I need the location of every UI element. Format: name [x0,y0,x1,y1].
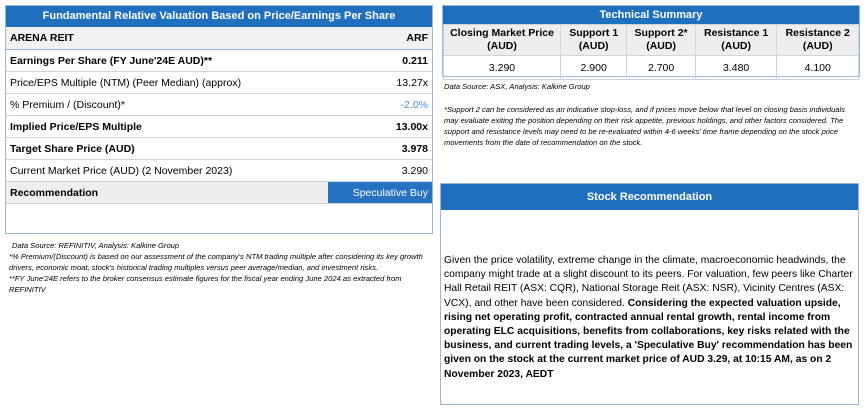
technical-panel: Technical Summary Closing Market Price (… [442,5,860,80]
note: **FY June'24E refers to the broker conse… [9,274,402,294]
cell: 2.900 [559,55,628,80]
row-value: 13.00x [328,115,432,138]
row-label: Implied Price/EPS Multiple [6,115,328,138]
row-label: Price/EPS Multiple (NTM) (Peer Median) (… [6,71,328,94]
row-label: Current Market Price (AUD) (2 November 2… [6,159,328,182]
row-label: % Premium / (Discount)* [6,93,328,116]
row-value: -2.0% [328,93,432,116]
row-value: 3.978 [328,137,432,160]
technical-source: Data Source: ASX, Analysis: Kalkine Grou… [444,82,590,91]
row-label: Recommendation [6,181,328,204]
valuation-notes: Data Source: REFINITIV, Analysis: Kalkin… [9,240,429,295]
technical-title: Technical Summary [443,6,859,24]
recommendation-text: Given the price volatility, extreme chan… [444,254,856,382]
cell: 3.290 [443,55,561,80]
column-header: Support 1 (AUD) [559,24,628,56]
cell: 4.100 [776,55,859,80]
recommendation-badge: Speculative Buy [328,181,432,204]
note: Data Source: REFINITIV, Analysis: Kalkin… [12,241,180,250]
valuation-table: ARENA REIT ARF Earnings Per Share (FY Jun… [6,27,432,204]
text-bold: Considering the expected valuation upsid… [444,297,853,380]
ticker: ARF [328,27,432,50]
row-label: Earnings Per Share (FY June'24E AUD)** [6,49,328,72]
note: *% Premium/(Discount) is based on our as… [9,252,423,272]
cell: 2.700 [626,55,696,80]
row-value: 3.290 [328,159,432,182]
valuation-panel: Fundamental Relative Valuation Based on … [5,5,433,234]
text: Given the price volatility, extreme chan… [444,255,853,309]
recommendation-title: Stock Recommendation [441,184,858,210]
valuation-title: Fundamental Relative Valuation Based on … [6,6,432,27]
company: ARENA REIT [6,27,328,50]
row-value: 0.211 [328,49,432,72]
technical-note: *Support 2 can be considered as an indic… [444,105,846,147]
cell: 3.480 [694,55,778,80]
row-value: 13.27x [328,71,432,94]
recommendation-panel: Stock Recommendation Given the price vol… [440,183,859,405]
column-header: Resistance 2 (AUD) [776,24,859,56]
column-header: Closing Market Price (AUD) [443,24,561,56]
technical-table: Closing Market Price (AUD) Support 1 (AU… [443,24,859,80]
column-header: Resistance 1 (AUD) [694,24,778,56]
row-label: Target Share Price (AUD) [6,137,328,160]
column-header: Support 2* (AUD) [626,24,696,56]
